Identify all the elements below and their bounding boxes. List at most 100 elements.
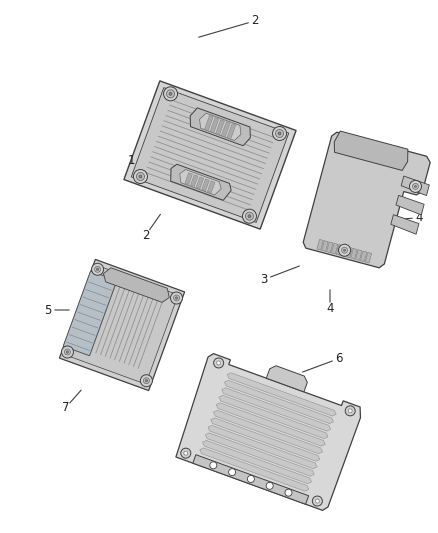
Polygon shape: [131, 87, 289, 222]
Polygon shape: [200, 113, 241, 141]
Polygon shape: [317, 239, 323, 250]
Circle shape: [342, 247, 347, 253]
Circle shape: [339, 244, 350, 256]
Circle shape: [96, 268, 99, 270]
Circle shape: [175, 297, 178, 299]
Polygon shape: [401, 176, 429, 196]
Polygon shape: [396, 196, 424, 215]
Polygon shape: [221, 122, 230, 137]
Circle shape: [166, 90, 175, 98]
Circle shape: [169, 92, 172, 95]
Circle shape: [272, 126, 286, 141]
Circle shape: [95, 266, 101, 272]
Circle shape: [217, 361, 221, 365]
Circle shape: [285, 489, 292, 496]
Polygon shape: [205, 433, 314, 476]
Polygon shape: [63, 271, 117, 356]
Polygon shape: [213, 410, 322, 454]
Polygon shape: [208, 181, 215, 192]
Polygon shape: [176, 353, 360, 511]
Polygon shape: [202, 440, 311, 484]
Polygon shape: [190, 108, 251, 146]
Polygon shape: [356, 250, 362, 261]
Polygon shape: [336, 245, 343, 255]
Circle shape: [66, 351, 69, 353]
Circle shape: [173, 295, 180, 301]
Circle shape: [61, 346, 74, 358]
Circle shape: [229, 469, 236, 475]
Polygon shape: [216, 403, 325, 446]
Polygon shape: [210, 117, 219, 133]
Circle shape: [163, 87, 177, 101]
Polygon shape: [222, 388, 331, 431]
Circle shape: [278, 132, 281, 135]
Text: 2: 2: [251, 14, 258, 27]
Circle shape: [276, 130, 283, 138]
Circle shape: [243, 209, 257, 223]
Circle shape: [141, 375, 152, 387]
Circle shape: [139, 175, 142, 178]
Polygon shape: [196, 177, 204, 189]
Circle shape: [266, 482, 273, 489]
Circle shape: [145, 379, 148, 382]
Text: 6: 6: [335, 352, 343, 365]
Polygon shape: [391, 215, 419, 234]
Polygon shape: [205, 116, 213, 131]
Circle shape: [348, 409, 352, 413]
Circle shape: [137, 173, 145, 181]
Polygon shape: [227, 373, 336, 416]
Polygon shape: [103, 268, 169, 302]
Polygon shape: [185, 173, 192, 184]
Polygon shape: [334, 131, 408, 171]
Polygon shape: [224, 381, 333, 424]
Circle shape: [181, 448, 191, 458]
Polygon shape: [346, 247, 352, 258]
Circle shape: [413, 183, 418, 189]
Text: 7: 7: [62, 401, 69, 415]
Polygon shape: [200, 448, 309, 491]
Polygon shape: [215, 119, 225, 135]
Text: 4: 4: [326, 303, 334, 316]
Polygon shape: [341, 246, 347, 256]
Circle shape: [343, 249, 346, 251]
Polygon shape: [360, 251, 367, 262]
Circle shape: [64, 349, 71, 355]
Polygon shape: [227, 124, 236, 139]
Circle shape: [312, 496, 322, 506]
Text: 5: 5: [44, 303, 52, 317]
Polygon shape: [219, 395, 328, 439]
Circle shape: [92, 263, 103, 275]
Circle shape: [345, 406, 355, 416]
Circle shape: [247, 475, 254, 482]
Circle shape: [245, 212, 254, 220]
Polygon shape: [322, 241, 328, 252]
Circle shape: [210, 462, 217, 469]
Polygon shape: [208, 425, 317, 469]
Text: 2: 2: [142, 229, 149, 242]
Polygon shape: [332, 243, 338, 254]
Circle shape: [134, 169, 148, 183]
Circle shape: [414, 185, 417, 188]
Polygon shape: [202, 179, 209, 191]
Polygon shape: [171, 164, 231, 200]
Polygon shape: [351, 248, 357, 259]
Circle shape: [315, 499, 319, 503]
Polygon shape: [60, 260, 184, 391]
Circle shape: [143, 378, 149, 384]
Polygon shape: [327, 242, 333, 253]
Circle shape: [410, 180, 421, 192]
Text: 3: 3: [261, 273, 268, 286]
Circle shape: [170, 292, 183, 304]
Polygon shape: [211, 418, 320, 461]
Text: 4: 4: [415, 211, 423, 224]
Circle shape: [248, 215, 251, 217]
Polygon shape: [180, 169, 221, 195]
Polygon shape: [66, 266, 178, 384]
Polygon shape: [266, 366, 307, 392]
Circle shape: [184, 451, 188, 455]
Text: 1: 1: [127, 154, 135, 166]
Polygon shape: [191, 175, 198, 187]
Polygon shape: [193, 455, 309, 504]
Circle shape: [214, 358, 224, 368]
Polygon shape: [124, 81, 296, 229]
